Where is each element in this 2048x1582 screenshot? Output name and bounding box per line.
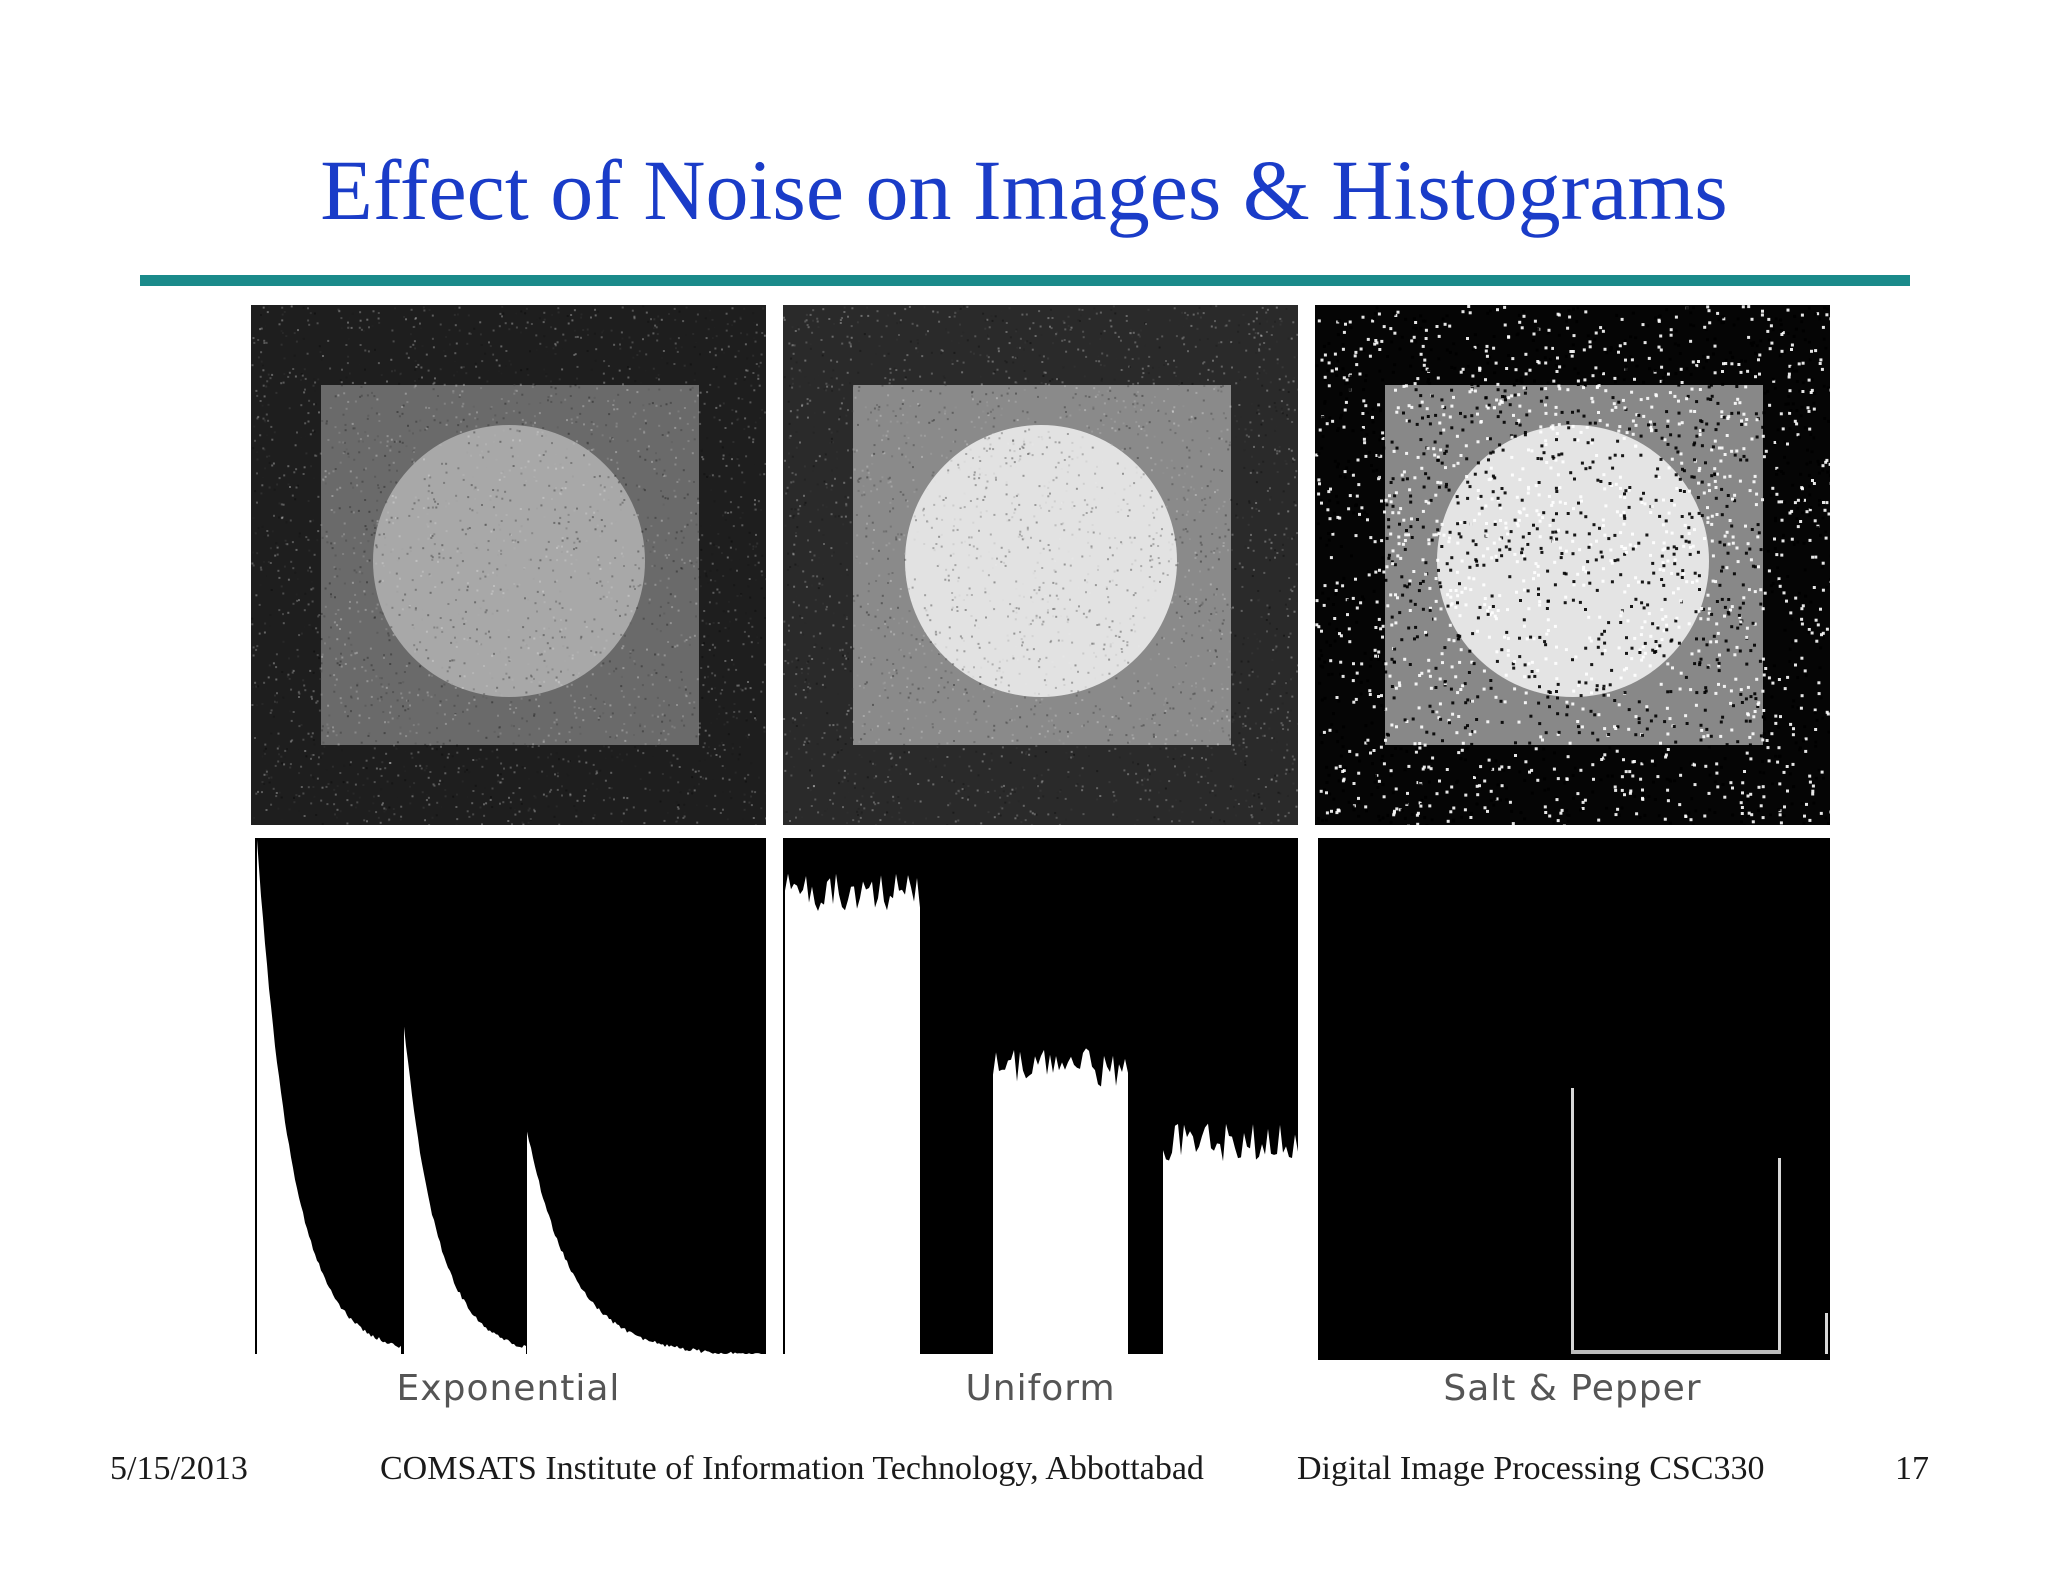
histogram-lobe: [404, 1026, 526, 1354]
noise-image-svg: [251, 305, 766, 825]
histogram-lobe: [527, 1131, 761, 1354]
slide-title: Effect of Noise on Images & Histograms: [320, 142, 1728, 238]
bright-circle: [905, 425, 1177, 697]
histogram-lobe: [257, 839, 401, 1354]
noise-image-svg: [783, 305, 1298, 825]
histogram-svg: [1315, 838, 1830, 1360]
salt-pepper-histogram: [1315, 838, 1830, 1360]
footer-date: 5/15/2013: [110, 1450, 248, 1487]
salt-pepper-noise-image: [1315, 305, 1830, 825]
histogram-plateau: [993, 1048, 1128, 1354]
caption-exponential: Exponential: [396, 1368, 621, 1409]
caption-uniform: Uniform: [965, 1368, 1116, 1409]
exponential-histogram: [251, 838, 766, 1360]
exponential-noise-image: [251, 305, 766, 825]
footer-institution: COMSATS Institute of Information Technol…: [380, 1450, 1204, 1487]
histogram-plateau: [1163, 1123, 1298, 1354]
histogram-spike: [1571, 1088, 1574, 1354]
bright-circle: [373, 425, 645, 697]
histogram-spike: [1778, 1158, 1781, 1354]
histogram-svg: [783, 838, 1298, 1360]
title-underline: [140, 275, 1910, 286]
histogram-spike: [1825, 1313, 1828, 1354]
noise-image-svg: [1315, 305, 1830, 825]
uniform-histogram: [783, 838, 1298, 1360]
histogram-plateau: [785, 873, 920, 1354]
caption-salt-pepper: Salt & Pepper: [1443, 1368, 1702, 1409]
histogram-svg: [251, 838, 766, 1360]
footer-page-number: 17: [1895, 1450, 1929, 1487]
footer-course: Digital Image Processing CSC330: [1297, 1450, 1765, 1487]
uniform-noise-image: [783, 305, 1298, 825]
